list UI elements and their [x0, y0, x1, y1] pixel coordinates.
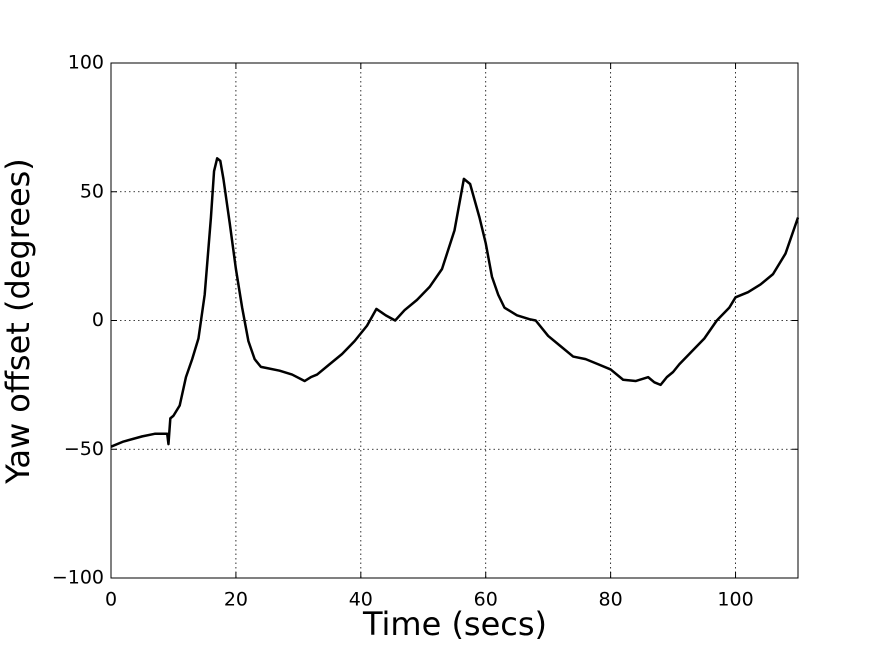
- y-tick-label: 50: [80, 180, 104, 202]
- x-tick-label: 100: [717, 589, 753, 611]
- y-tick-label: 100: [68, 52, 104, 74]
- x-tick-label: 80: [599, 589, 623, 611]
- x-tick-label: 0: [105, 589, 117, 611]
- data-line: [110, 157, 800, 448]
- y-tick-label: 0: [92, 309, 104, 331]
- plot-frame: [110, 62, 799, 579]
- x-tick-label: 60: [474, 589, 498, 611]
- y-tick-label: −100: [52, 567, 104, 589]
- x-axis-label: Time (secs): [362, 605, 547, 643]
- y-tick-label: −50: [64, 438, 104, 460]
- x-tick-label: 40: [349, 589, 373, 611]
- y-axis-label: Yaw offset (degrees): [0, 158, 37, 485]
- x-tick-label: 20: [224, 589, 248, 611]
